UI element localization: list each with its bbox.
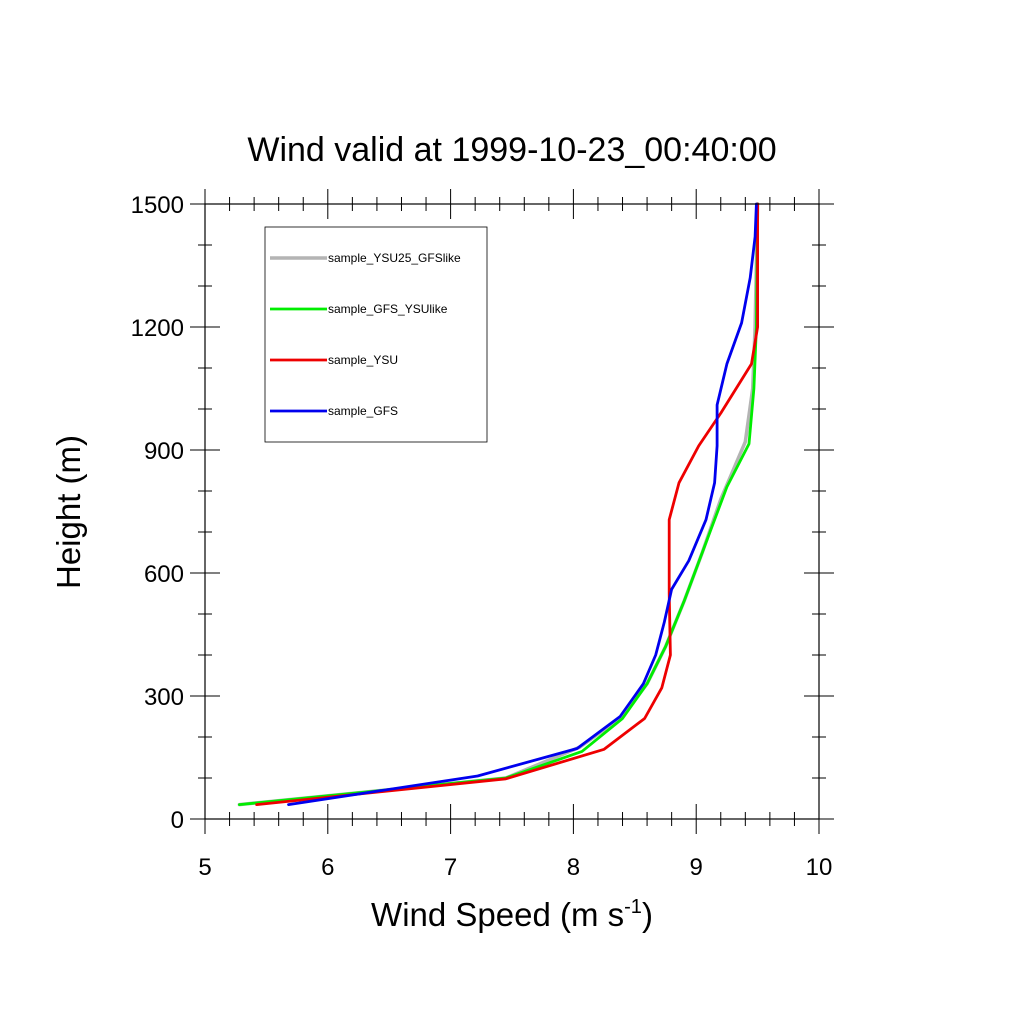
- series-line-sample_GFS: [287, 202, 758, 806]
- x-axis-label: Wind Speed (m s-1): [371, 896, 653, 933]
- y-tick-label: 600: [144, 561, 184, 588]
- x-tick-label: 8: [567, 854, 580, 881]
- axis-ticks: [190, 189, 834, 834]
- legend-items: sample_YSU25_GFSlike sample_GFS_YSUlikesa…: [270, 251, 461, 418]
- plot-frame: [204, 203, 820, 820]
- legend-box: [264, 226, 488, 443]
- legend-label: sample_YSU: [328, 353, 398, 367]
- x-tick-label: 6: [321, 854, 334, 881]
- legend: sample_YSU25_GFSlike sample_GFS_YSUlikesa…: [264, 226, 488, 443]
- x-tick-label: 5: [198, 854, 211, 881]
- y-tick-label: 300: [144, 684, 184, 711]
- y-tick-label: 900: [144, 438, 184, 465]
- x-tick-label: 9: [690, 854, 703, 881]
- x-tick-label: 10: [806, 854, 833, 881]
- x-tick-label: 7: [444, 854, 457, 881]
- legend-label: sample_GFS: [328, 404, 398, 418]
- chart-title: Wind valid at 1999-10-23_00:40:00: [247, 131, 776, 169]
- legend-label: sample_YSU25_GFSlike: [328, 251, 461, 265]
- y-axis-label: Height (m): [50, 435, 87, 589]
- y-tick-label: 1200: [131, 315, 184, 342]
- y-tick-label: 0: [171, 807, 184, 834]
- y-tick-label: 1500: [131, 192, 184, 219]
- axis-tick-labels: 5 6 7 8 9 10 0 300 600 900 1200 1500: [131, 192, 833, 881]
- plot-lines: [237, 202, 760, 807]
- series-line-sample_GFS_YSUlike: [238, 202, 759, 806]
- legend-label: sample_GFS_YSUlike: [328, 302, 448, 316]
- series-line-sample_YSU: [255, 202, 759, 806]
